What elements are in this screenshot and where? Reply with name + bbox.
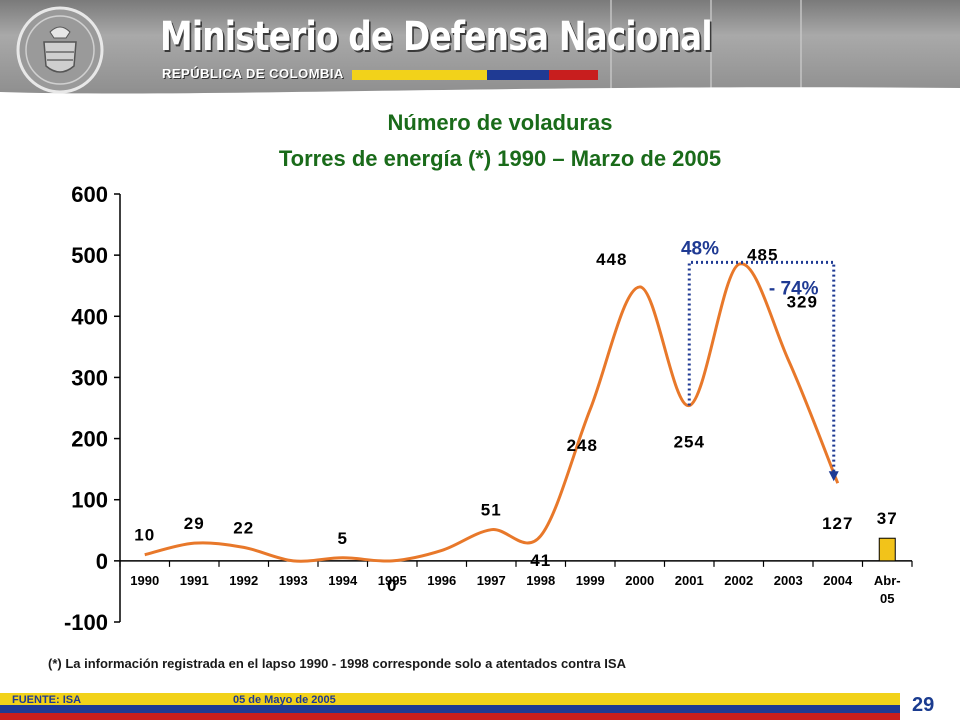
data-label: 0 (387, 576, 397, 595)
chart-subtitle: Torres de energía (*) 1990 – Marzo de 20… (278, 146, 722, 171)
header-line (710, 0, 712, 102)
page-number: 29 (912, 694, 935, 716)
y-tick-label: 500 (71, 243, 108, 268)
x-tick-label: 1999 (576, 573, 605, 588)
x-tick-label: 2003 (774, 573, 803, 588)
date-label: 05 de Mayo de 2005 (233, 694, 336, 706)
data-label: 248 (567, 436, 598, 455)
data-label: 485 (747, 245, 778, 264)
x-tick-label: 1996 (427, 573, 456, 588)
x-tick-label: 2000 (625, 573, 654, 588)
source-label: FUENTE: ISA (12, 694, 82, 706)
data-label: 10 (134, 526, 155, 545)
x-tick-label: 1994 (328, 573, 358, 588)
chart-title: Número de voladuras (387, 110, 613, 135)
y-tick-label: 0 (96, 549, 108, 574)
annotation-arrow (828, 471, 839, 482)
x-tick-label: 1991 (180, 573, 209, 588)
annotation-bracket (687, 260, 836, 478)
data-label: 41 (530, 551, 551, 570)
header-line (610, 0, 612, 102)
x-tick-label: 1992 (229, 573, 258, 588)
coat-of-arms-seal-icon (16, 6, 104, 94)
data-label: 329 (787, 293, 818, 312)
x-tick-label: 2002 (724, 573, 753, 588)
data-label: 29 (184, 514, 205, 533)
data-label: 127 (822, 514, 853, 533)
x-tick-label: 05 (880, 591, 894, 606)
data-label: 37 (877, 509, 898, 528)
footnote: (*) La información registrada en el laps… (48, 656, 626, 671)
data-label: 254 (674, 433, 705, 452)
data-label: 448 (596, 250, 627, 269)
republic-name: REPÚBLICA DE COLOMBIA (162, 66, 344, 81)
header-banner: Ministerio de Defensa Nacional REPÚBLICA… (0, 0, 960, 102)
x-tick-label: 1993 (279, 573, 308, 588)
data-label: 5 (338, 529, 348, 548)
y-tick-label: 100 (71, 488, 108, 513)
y-tick-label: 300 (71, 365, 108, 390)
data-label: 51 (481, 501, 502, 520)
header-line (800, 0, 802, 102)
y-tick-label: 400 (71, 304, 108, 329)
y-tick-label: 200 (71, 427, 108, 452)
x-tick-label: 1998 (526, 573, 555, 588)
annotation-label: - 74% (769, 278, 819, 299)
header-wave (0, 87, 960, 102)
y-tick-label: 600 (71, 182, 108, 207)
x-tick-label: Abr- (874, 573, 901, 588)
x-tick-label: 1995 (378, 573, 407, 588)
data-label: 22 (233, 518, 254, 537)
flag-stripe (352, 70, 598, 80)
x-tick-label: 2001 (675, 573, 704, 588)
bar-abr-05 (878, 537, 896, 562)
x-tick-label: 1997 (477, 573, 506, 588)
footer-flag-bar (0, 693, 900, 720)
series-line (144, 262, 840, 563)
y-tick-label: -100 (64, 610, 108, 635)
x-tick-label: 1990 (130, 573, 159, 588)
annotation-label: 48% (681, 238, 719, 259)
ministry-name: Ministerio de Defensa Nacional (160, 14, 713, 60)
x-tick-label: 2004 (823, 573, 853, 588)
